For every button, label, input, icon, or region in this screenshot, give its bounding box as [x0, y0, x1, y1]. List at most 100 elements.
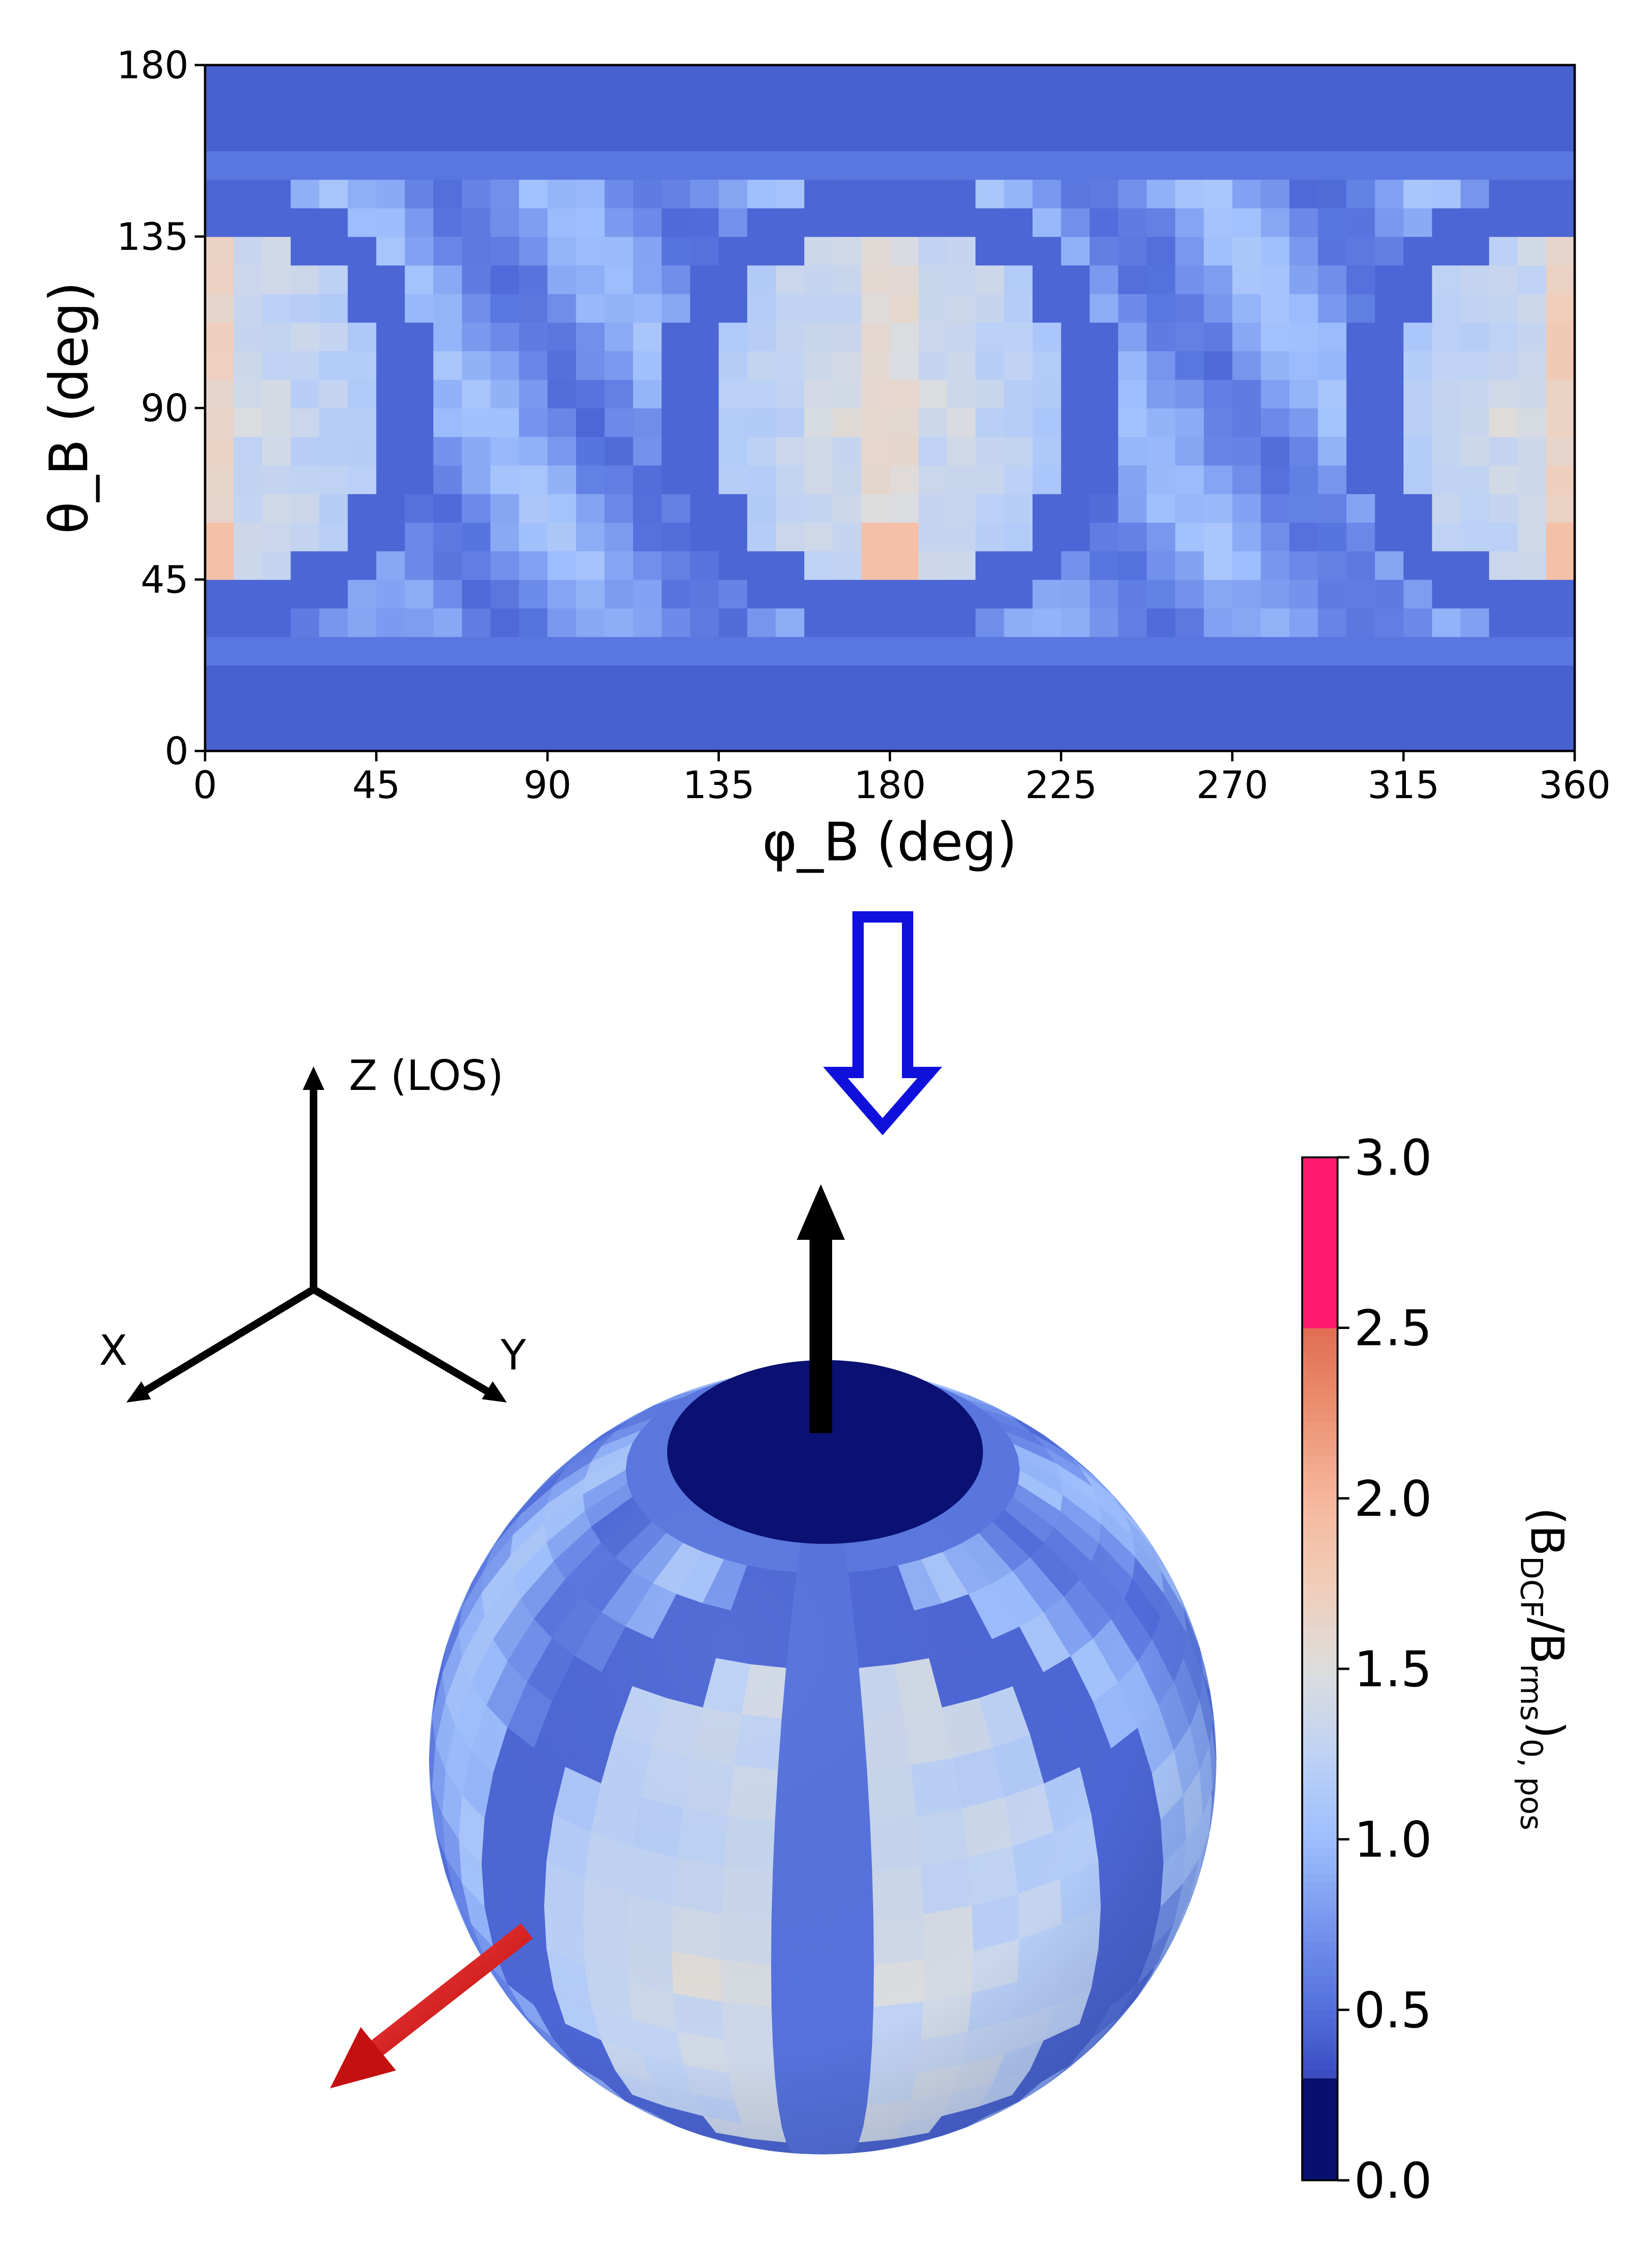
- heatmap-cell: [1261, 351, 1290, 380]
- colorbar-segment: [1302, 1507, 1338, 1516]
- heatmap-cell: [661, 608, 691, 637]
- heatmap-cell: [519, 665, 548, 694]
- heatmap-cell: [1289, 551, 1319, 580]
- heatmap-cell: [347, 722, 377, 751]
- heatmap-cell: [719, 465, 748, 495]
- colorbar-segment: [1302, 1958, 1338, 1968]
- heatmap-cell: [690, 722, 719, 751]
- heatmap-cell: [1175, 408, 1205, 437]
- colorbar-segment: [1302, 2078, 1338, 2087]
- heatmap-cell: [1061, 636, 1090, 666]
- heatmap-cell: [1147, 93, 1176, 123]
- heatmap-cell: [947, 579, 976, 609]
- heatmap-cell: [462, 379, 491, 409]
- heatmap-cell: [233, 322, 263, 352]
- heatmap-cell: [1346, 437, 1376, 466]
- heatmap-cell: [1489, 665, 1518, 694]
- heatmap-cell: [519, 379, 548, 409]
- heatmap-cell: [918, 408, 948, 437]
- heatmap-cell: [1318, 693, 1347, 723]
- heatmap-cell: [433, 294, 463, 323]
- heatmap-cell: [833, 408, 862, 437]
- heatmap-cell: [1175, 122, 1205, 151]
- heatmap-cell: [890, 722, 919, 751]
- heatmap-cell: [1432, 150, 1461, 180]
- heatmap-cell: [462, 551, 491, 580]
- heatmap-cell: [1061, 408, 1090, 437]
- colorbar-segment: [1302, 1464, 1338, 1473]
- heatmap-cell: [376, 65, 405, 94]
- heatmap-cell: [975, 465, 1005, 495]
- heatmap-cell: [604, 294, 634, 323]
- heatmap-cell: [918, 522, 948, 552]
- heatmap-cell: [1261, 294, 1290, 323]
- heatmap-cell: [890, 437, 919, 466]
- heatmap-cell: [661, 236, 691, 266]
- heatmap-cell: [804, 351, 834, 380]
- heatmap-cell: [661, 551, 691, 580]
- heatmap-cell: [519, 93, 548, 123]
- heatmap-cell: [347, 465, 377, 495]
- heatmap-cell: [918, 494, 948, 523]
- heatmap-cell: [633, 722, 662, 751]
- heatmap-cell: [1517, 65, 1547, 94]
- heatmap-cell: [376, 551, 405, 580]
- heatmap-cell: [833, 636, 862, 666]
- heatmap-cell: [262, 265, 291, 294]
- heatmap-cell: [1232, 150, 1262, 180]
- heatmap-cell: [1033, 722, 1062, 751]
- heatmap-cell: [290, 351, 320, 380]
- heatmap-cell: [1517, 351, 1547, 380]
- heatmap-cell: [1289, 465, 1319, 495]
- heatmap-cell: [405, 408, 434, 437]
- heatmap-cell: [890, 579, 919, 609]
- heatmap-cell: [1346, 236, 1376, 266]
- heatmap-cell: [776, 408, 805, 437]
- heatmap-cell: [433, 636, 463, 666]
- heatmap-cell: [947, 179, 976, 208]
- heatmap-cell: [690, 122, 719, 151]
- heatmap-cell: [1004, 122, 1033, 151]
- heatmap-cell: [1289, 179, 1319, 208]
- heatmap-cell: [776, 93, 805, 123]
- heatmap-cell: [975, 179, 1005, 208]
- heatmap-cell: [747, 265, 777, 294]
- heatmap-cell: [804, 693, 834, 723]
- heatmap-cell: [1546, 236, 1575, 266]
- heatmap-cell: [490, 294, 520, 323]
- colorbar-segment: [1302, 1225, 1338, 1235]
- heatmap-cell: [975, 693, 1005, 723]
- colorbar-segment: [1302, 1950, 1338, 1959]
- heatmap-cell: [205, 522, 234, 552]
- heatmap-cell: [1004, 150, 1033, 180]
- colorbar-tick-label: 0.0: [1354, 2152, 1432, 2210]
- heatmap-cell: [1175, 608, 1205, 637]
- heatmap-cell: [576, 636, 605, 666]
- heatmap-cell: [604, 65, 634, 94]
- heatmap-cell: [747, 408, 777, 437]
- heatmap-cell: [1403, 408, 1433, 437]
- heatmap-cell: [205, 665, 234, 694]
- heatmap-cell: [1232, 608, 1262, 637]
- colorbar-tick-label: 1.0: [1354, 1811, 1432, 1869]
- heatmap-cell: [1004, 494, 1033, 523]
- x-axis-line: [139, 1286, 316, 1396]
- heatmap-cell: [462, 408, 491, 437]
- heatmap-cell: [376, 122, 405, 151]
- heatmap-cell: [633, 379, 662, 409]
- colorbar-segment: [1302, 1984, 1338, 1993]
- colorbar-segment: [1302, 1260, 1338, 1269]
- heatmap-cell: [547, 665, 577, 694]
- heatmap-cell: [1489, 236, 1518, 266]
- heatmap-cell: [1375, 693, 1404, 723]
- heatmap-cell: [947, 636, 976, 666]
- heatmap-cell: [947, 351, 976, 380]
- heatmap-cell: [633, 150, 662, 180]
- heatmap-cell: [1147, 322, 1176, 352]
- heatmap-cell: [205, 494, 234, 523]
- heatmap-cell: [747, 551, 777, 580]
- colorbar-segment: [1302, 1481, 1338, 1491]
- heatmap-cell: [290, 665, 320, 694]
- heatmap-cell: [319, 437, 348, 466]
- heatmap-cell: [405, 265, 434, 294]
